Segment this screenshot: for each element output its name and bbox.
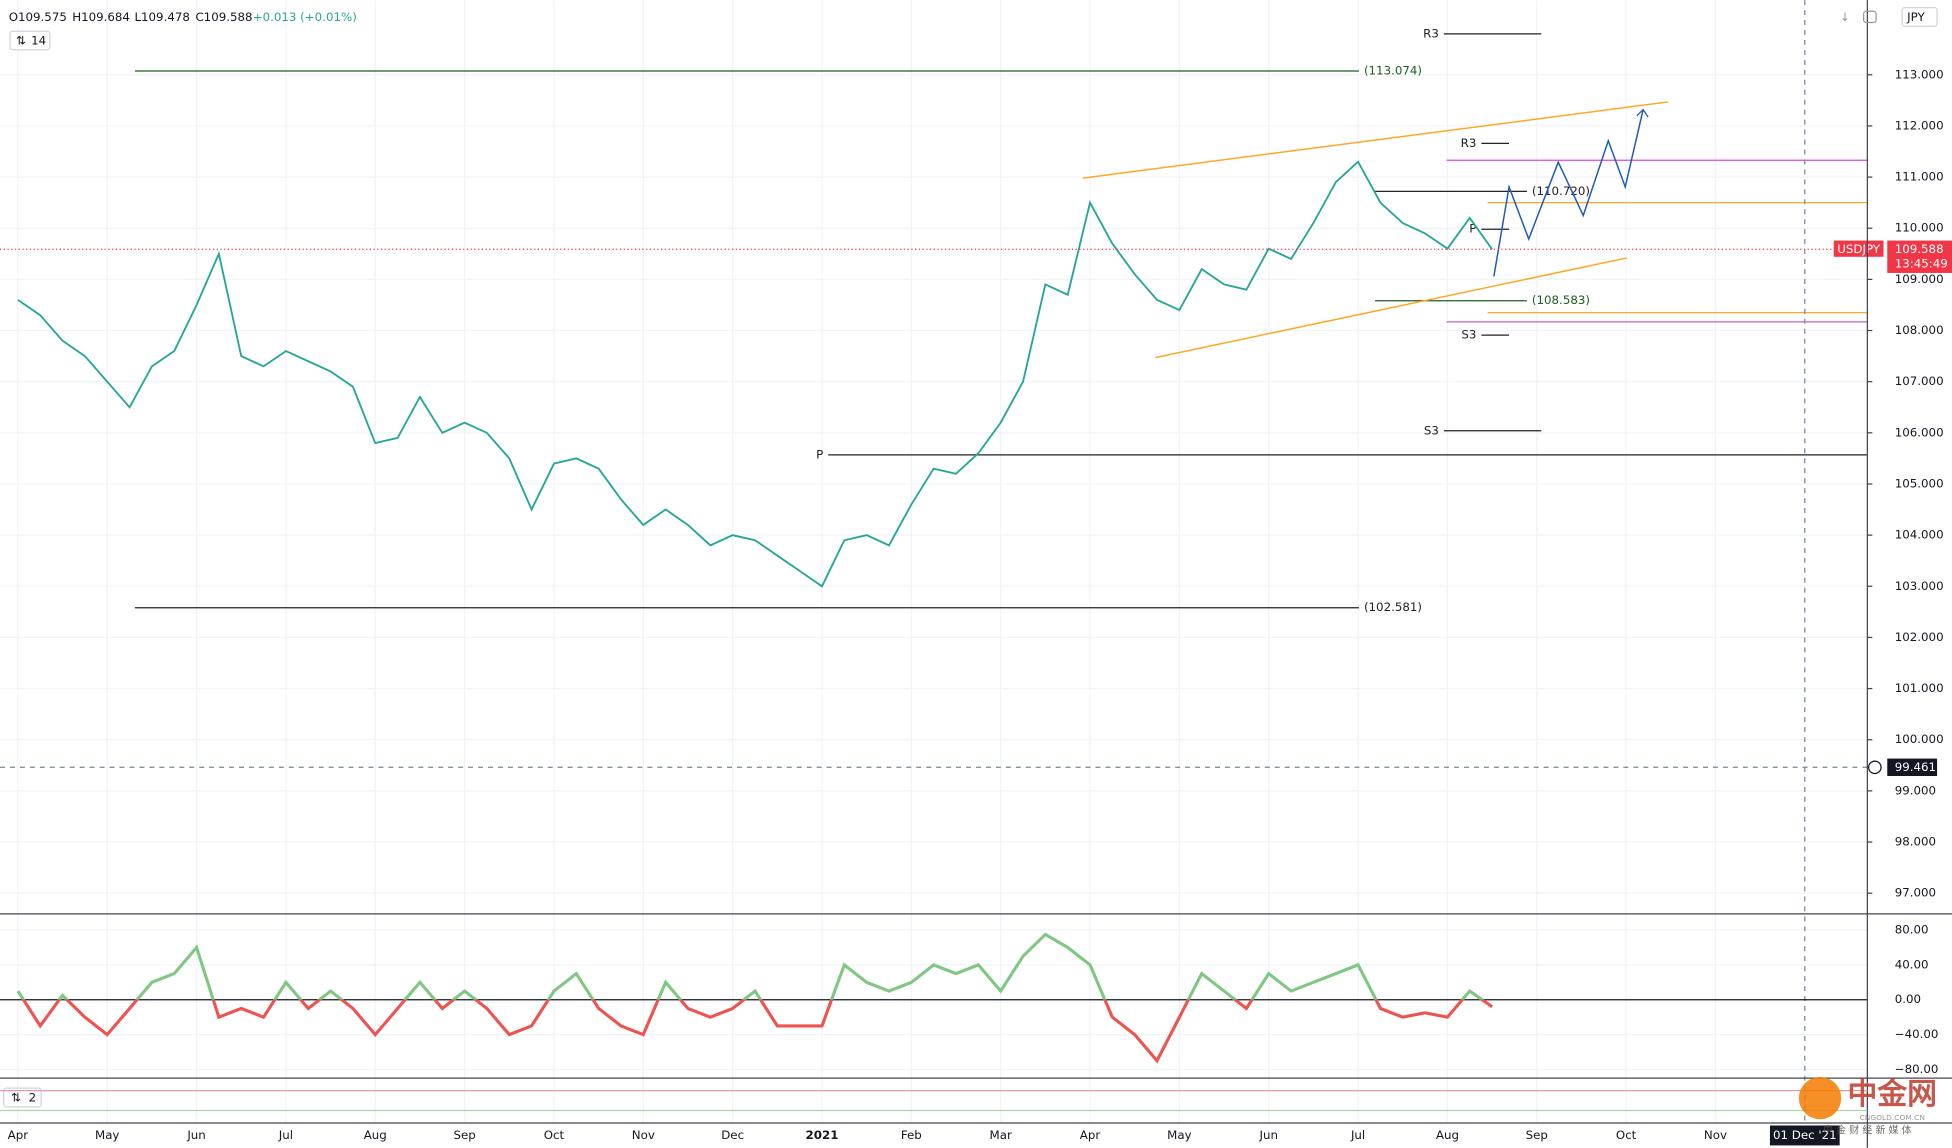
pane3-box[interactable]: [3, 1087, 42, 1108]
level-label: R3: [1423, 26, 1439, 40]
ohlc-high: H109.684: [72, 10, 130, 24]
header: O109.575 H109.684 L109.478 C109.588 +0.0…: [9, 6, 1938, 51]
x-tick-label: Nov: [1704, 1128, 1727, 1142]
channel-line: [1082, 101, 1669, 179]
level-label: S3: [1424, 423, 1439, 437]
y-tick-label: −40.00: [1895, 1027, 1939, 1041]
y-tick-label: 105.000: [1895, 476, 1944, 490]
interval-icon: ⇅: [16, 34, 26, 48]
pane3: ⇅ 2: [0, 1087, 1868, 1112]
watermark-brand: 中金网: [1847, 1077, 1937, 1112]
x-tick-label: Dec: [721, 1128, 744, 1142]
y-tick-label: 98.000: [1895, 835, 1936, 849]
oscillator-line-up: [16, 932, 1485, 1000]
channel-line: [1155, 257, 1628, 359]
y-tick-label: 104.000: [1895, 528, 1944, 542]
crosshair-tag: [1887, 758, 1938, 777]
y-tick-label: 100.000: [1895, 732, 1944, 746]
level-label: P: [1469, 222, 1476, 236]
level-label: (110.720): [1532, 184, 1590, 198]
y-tick-label: −80.00: [1895, 1062, 1939, 1076]
y-tick-label: 110.000: [1895, 221, 1944, 235]
x-tick-label: Jun: [1258, 1128, 1277, 1142]
x-tick-label: Sep: [453, 1128, 475, 1142]
x-tick-label: Oct: [544, 1128, 565, 1142]
ohlc-change: +0.013 (+0.01%): [253, 10, 357, 24]
settings-icon[interactable]: [1862, 10, 1877, 24]
y-tick-label: 0.00: [1895, 992, 1921, 1006]
watermark-logo: [1798, 1076, 1842, 1120]
watermark-site: CNGOLD.COM.CN: [1860, 1113, 1925, 1122]
projection-arrowhead: [1636, 108, 1649, 118]
x-tick-label: 2021: [806, 1128, 839, 1142]
countdown-label: 13:45:49: [1895, 257, 1948, 271]
x-tick-label: Sep: [1526, 1128, 1548, 1142]
level-label: (108.583): [1532, 293, 1590, 307]
y-tick-label: 40.00: [1895, 957, 1929, 971]
y-tick-label: 80.00: [1895, 923, 1929, 937]
pane3-icon: ⇅: [11, 1091, 21, 1105]
x-tick-label: Apr: [1080, 1128, 1101, 1142]
projection-path: [1493, 109, 1644, 277]
x-tick-label: Apr: [8, 1128, 29, 1142]
y-tick-label: 97.000: [1895, 886, 1936, 900]
crosshair-date: 01 Dec '21: [1773, 1128, 1837, 1142]
level-label: S3: [1461, 328, 1476, 342]
watermark: 中金网 CNGOLD.COM.CN 中 金 财 经 新 媒 体: [1798, 1076, 1937, 1136]
watermark-tagline: 中 金 财 经 新 媒 体: [1823, 1123, 1912, 1136]
oscillator-line-down: [21, 999, 1494, 1064]
currency-box[interactable]: [1901, 6, 1938, 27]
y-tick-label: 102.000: [1895, 630, 1944, 644]
last-price-label: 109.588: [1895, 242, 1944, 256]
crosshair-date-tag: [1769, 1125, 1840, 1146]
price-tag: [1887, 240, 1952, 273]
y-tick-label: 107.000: [1895, 374, 1944, 388]
x-tick-label: Aug: [364, 1128, 387, 1142]
pane3-label: 2: [29, 1091, 37, 1105]
y-tick-label: 103.000: [1895, 579, 1944, 593]
level-label: R3: [1461, 136, 1477, 150]
x-tick-label: Jul: [278, 1128, 293, 1142]
ohlc-open: O109.575: [9, 10, 67, 24]
x-tick-label: Aug: [1436, 1128, 1459, 1142]
y-tick-label: 113.000: [1895, 67, 1944, 81]
x-tick-label: Jun: [186, 1128, 205, 1142]
level-label: (113.074): [1364, 63, 1422, 77]
symbol-tag: [1833, 240, 1884, 257]
x-tick-label: May: [1167, 1128, 1191, 1142]
y-tick-label: 106.000: [1895, 425, 1944, 439]
y-tick-label: 99.000: [1895, 783, 1936, 797]
y-tick-label: 109.000: [1895, 272, 1944, 286]
x-tick-label: Mar: [990, 1128, 1012, 1142]
oscillator-pane: [0, 932, 1868, 1064]
x-tick-label: Oct: [1616, 1128, 1637, 1142]
axes: Apr May Jun Jul Aug Sep Oct Nov Dec 2021 Feb Mar Apr…: [8, 67, 1944, 1142]
y-tick-label: 112.000: [1895, 118, 1944, 132]
level-label: P: [816, 447, 823, 461]
currency[interactable]: JPY: [1906, 10, 1925, 24]
ohlc-low: L109.478: [134, 10, 189, 24]
y-tick-label: 101.000: [1895, 681, 1944, 695]
x-tick-label: Jul: [1350, 1128, 1365, 1142]
grid: [0, 0, 1868, 1123]
ohlc-close: C109.588: [195, 10, 252, 24]
crosshair-price: 99.461: [1895, 760, 1936, 774]
price-line: [17, 160, 1493, 588]
crosshair-plus: [1867, 760, 1882, 775]
x-tick-label: May: [95, 1128, 119, 1142]
x-tick-label: Feb: [901, 1128, 922, 1142]
level-label: (102.581): [1364, 600, 1422, 614]
y-tick-label: 108.000: [1895, 323, 1944, 337]
interval-box[interactable]: [9, 30, 51, 51]
interval[interactable]: 14: [31, 34, 46, 48]
download-icon[interactable]: ↓: [1840, 10, 1850, 24]
symbol-label: USDJPY: [1837, 242, 1881, 256]
x-tick-label: Nov: [632, 1128, 655, 1142]
y-tick-label: 111.000: [1895, 170, 1944, 184]
